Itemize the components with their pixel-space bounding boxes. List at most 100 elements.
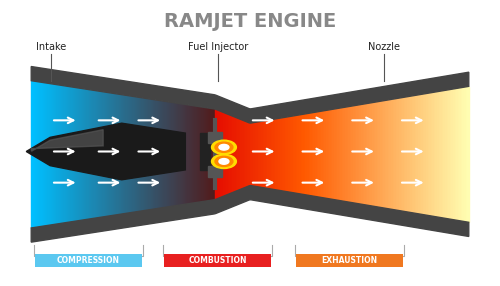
FancyBboxPatch shape	[164, 254, 271, 267]
Polygon shape	[31, 67, 469, 123]
Polygon shape	[382, 101, 383, 208]
Polygon shape	[366, 104, 368, 205]
Polygon shape	[158, 100, 160, 208]
Polygon shape	[48, 83, 50, 225]
Polygon shape	[31, 186, 469, 242]
Polygon shape	[408, 97, 410, 212]
Polygon shape	[446, 90, 448, 219]
Polygon shape	[100, 92, 102, 217]
Polygon shape	[272, 120, 274, 189]
Polygon shape	[434, 92, 436, 217]
Polygon shape	[461, 88, 462, 221]
Polygon shape	[38, 82, 40, 227]
Text: Nozzle: Nozzle	[368, 42, 400, 52]
Polygon shape	[370, 103, 372, 206]
Polygon shape	[299, 115, 300, 194]
Polygon shape	[224, 113, 226, 196]
Polygon shape	[236, 117, 237, 191]
Polygon shape	[428, 93, 429, 215]
Polygon shape	[123, 95, 126, 214]
Polygon shape	[440, 91, 442, 217]
Polygon shape	[26, 123, 186, 180]
Text: Intake: Intake	[36, 42, 66, 52]
Polygon shape	[283, 118, 285, 191]
Polygon shape	[239, 118, 240, 190]
Polygon shape	[384, 100, 386, 208]
Polygon shape	[82, 89, 84, 220]
Polygon shape	[462, 88, 464, 221]
Polygon shape	[268, 120, 269, 188]
Polygon shape	[414, 96, 415, 213]
Polygon shape	[70, 87, 72, 222]
Polygon shape	[391, 100, 392, 209]
Polygon shape	[174, 103, 176, 206]
Polygon shape	[61, 85, 64, 223]
Polygon shape	[337, 108, 338, 200]
Polygon shape	[142, 98, 144, 211]
Polygon shape	[204, 107, 206, 201]
Polygon shape	[353, 106, 354, 203]
Polygon shape	[231, 116, 232, 193]
Polygon shape	[218, 110, 220, 198]
Polygon shape	[399, 98, 400, 210]
Polygon shape	[383, 101, 384, 208]
Polygon shape	[345, 107, 346, 202]
Polygon shape	[430, 93, 432, 216]
Polygon shape	[172, 102, 173, 206]
Polygon shape	[290, 116, 291, 192]
Polygon shape	[318, 112, 320, 197]
Polygon shape	[386, 100, 388, 208]
Polygon shape	[164, 101, 167, 207]
Polygon shape	[282, 118, 283, 191]
Polygon shape	[230, 115, 231, 194]
Polygon shape	[269, 120, 270, 189]
Polygon shape	[445, 90, 446, 218]
Polygon shape	[254, 122, 256, 186]
Polygon shape	[361, 104, 362, 204]
Polygon shape	[380, 101, 382, 207]
Polygon shape	[300, 115, 302, 194]
Polygon shape	[215, 109, 216, 200]
Polygon shape	[84, 89, 86, 220]
Polygon shape	[285, 117, 286, 191]
Polygon shape	[276, 119, 277, 190]
Polygon shape	[429, 93, 430, 216]
Polygon shape	[396, 99, 398, 210]
Polygon shape	[183, 104, 185, 204]
Polygon shape	[228, 114, 230, 194]
Polygon shape	[450, 90, 452, 219]
FancyBboxPatch shape	[35, 254, 142, 267]
Circle shape	[215, 142, 233, 152]
Polygon shape	[190, 105, 192, 204]
Polygon shape	[426, 94, 428, 215]
Polygon shape	[291, 116, 292, 192]
Polygon shape	[466, 87, 467, 222]
Polygon shape	[107, 92, 110, 216]
Polygon shape	[77, 88, 80, 221]
Polygon shape	[252, 123, 253, 186]
Polygon shape	[266, 120, 268, 188]
Polygon shape	[315, 112, 316, 196]
Polygon shape	[201, 107, 203, 202]
Polygon shape	[400, 98, 402, 211]
Polygon shape	[36, 82, 38, 227]
Polygon shape	[246, 122, 248, 187]
Polygon shape	[331, 110, 332, 199]
Polygon shape	[244, 121, 245, 188]
Polygon shape	[416, 95, 418, 214]
Polygon shape	[394, 99, 396, 210]
Polygon shape	[372, 103, 374, 206]
Polygon shape	[338, 108, 340, 200]
Polygon shape	[144, 98, 146, 210]
Polygon shape	[50, 84, 52, 225]
Polygon shape	[128, 96, 130, 213]
Polygon shape	[296, 116, 298, 193]
FancyBboxPatch shape	[296, 254, 403, 267]
Polygon shape	[308, 113, 310, 195]
Polygon shape	[421, 94, 423, 214]
Polygon shape	[437, 92, 438, 217]
Polygon shape	[54, 84, 56, 224]
Polygon shape	[212, 109, 215, 200]
Polygon shape	[415, 95, 416, 213]
Polygon shape	[40, 82, 42, 227]
